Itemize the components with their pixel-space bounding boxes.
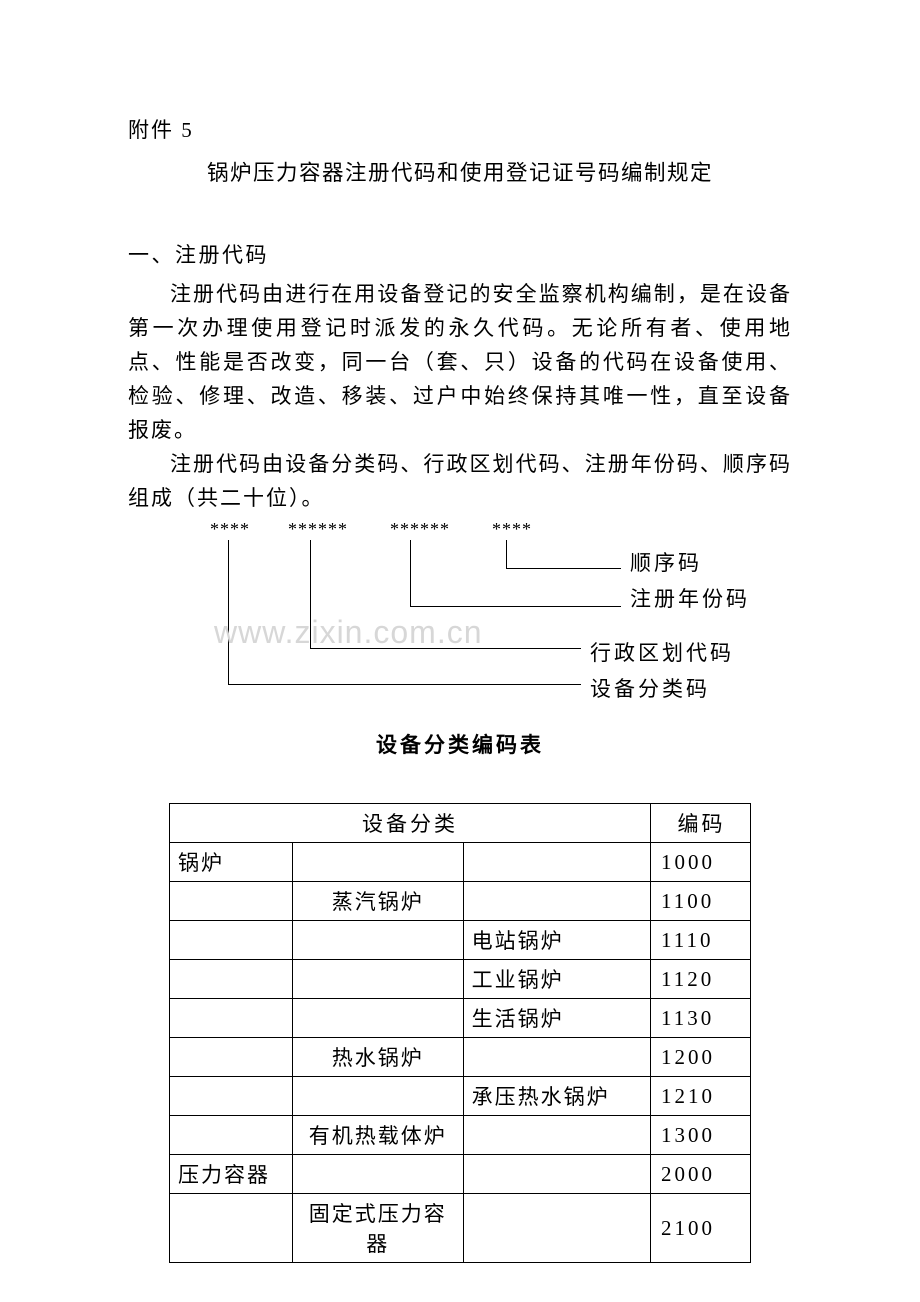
header-code: 编码 [651,804,751,843]
diagram-label-sequence: 顺序码 [630,547,702,577]
table-row: 固定式压力容器 2100 [170,1194,751,1263]
diagram-label-year: 注册年份码 [630,583,750,613]
cell-code: 1110 [651,921,751,960]
cell-c1: 压力容器 [170,1155,293,1194]
cell-code: 2100 [651,1194,751,1263]
table-title: 设备分类编码表 [128,729,792,759]
cell-c3 [463,1038,650,1077]
diagram-hline [410,606,621,607]
diagram-vline [310,540,311,648]
cell-c2 [292,1077,463,1116]
cell-c1 [170,1038,293,1077]
diagram-hline [310,648,581,649]
cell-c2 [292,1155,463,1194]
cell-code: 2000 [651,1155,751,1194]
cell-c1 [170,1116,293,1155]
cell-c3: 承压热水锅炉 [463,1077,650,1116]
cell-c1: 锅炉 [170,843,293,882]
diagram-vline [410,540,411,606]
diagram-vline [228,540,229,684]
stars-group-3: ****** [390,519,450,540]
cell-code: 1000 [651,843,751,882]
cell-c1 [170,960,293,999]
diagram-hline [228,684,581,685]
paragraph-2: 注册代码由设备分类码、行政区划代码、注册年份码、顺序码组成（共二十位）。 [128,447,792,515]
stars-group-2: ****** [288,519,348,540]
cell-c3 [463,882,650,921]
cell-code: 1130 [651,999,751,1038]
attachment-text: 附件 [128,118,174,142]
paragraph-1: 注册代码由进行在用设备登记的安全监察机构编制，是在设备第一次办理使用登记时派发的… [128,277,792,447]
table-row: 生活锅炉 1130 [170,999,751,1038]
stars-group-4: **** [492,519,532,540]
attachment-number: 5 [181,118,192,142]
cell-code: 1300 [651,1116,751,1155]
diagram-vline [506,540,507,568]
attachment-label: 附件 5 [128,114,792,144]
cell-c3: 工业锅炉 [463,960,650,999]
table-row: 有机热载体炉 1300 [170,1116,751,1155]
section-heading: 一、注册代码 [128,239,792,269]
category-table: 设备分类 编码 锅炉 1000 蒸汽锅炉 1100 电站锅炉 1110 工业锅炉… [169,803,751,1263]
cell-c1 [170,1194,293,1263]
cell-c1 [170,1077,293,1116]
diagram-label-device: 设备分类码 [590,673,710,703]
table-header-row: 设备分类 编码 [170,804,751,843]
doc-title: 锅炉压力容器注册代码和使用登记证号码编制规定 [128,156,792,187]
cell-c2 [292,960,463,999]
cell-c2: 有机热载体炉 [292,1116,463,1155]
table-row: 电站锅炉 1110 [170,921,751,960]
cell-code: 1210 [651,1077,751,1116]
table-row: 工业锅炉 1120 [170,960,751,999]
stars-group-1: **** [210,519,250,540]
table-row: 锅炉 1000 [170,843,751,882]
cell-c2 [292,843,463,882]
cell-code: 1200 [651,1038,751,1077]
table-row: 蒸汽锅炉 1100 [170,882,751,921]
cell-code: 1120 [651,960,751,999]
cell-c1 [170,921,293,960]
cell-code: 1100 [651,882,751,921]
code-structure-diagram: **** ****** ****** **** 顺序码 注册年份码 行政区划代码… [210,519,680,699]
table-row: 热水锅炉 1200 [170,1038,751,1077]
cell-c2: 热水锅炉 [292,1038,463,1077]
cell-c2: 固定式压力容器 [292,1194,463,1263]
cell-c3 [463,1155,650,1194]
cell-c1 [170,882,293,921]
cell-c3: 生活锅炉 [463,999,650,1038]
table-row: 承压热水锅炉 1210 [170,1077,751,1116]
diagram-hline [506,568,621,569]
cell-c3 [463,843,650,882]
cell-c2 [292,999,463,1038]
cell-c1 [170,999,293,1038]
cell-c2: 蒸汽锅炉 [292,882,463,921]
table-row: 压力容器 2000 [170,1155,751,1194]
cell-c3: 电站锅炉 [463,921,650,960]
cell-c2 [292,921,463,960]
diagram-label-region: 行政区划代码 [590,637,734,667]
header-category: 设备分类 [170,804,651,843]
cell-c3 [463,1116,650,1155]
cell-c3 [463,1194,650,1263]
